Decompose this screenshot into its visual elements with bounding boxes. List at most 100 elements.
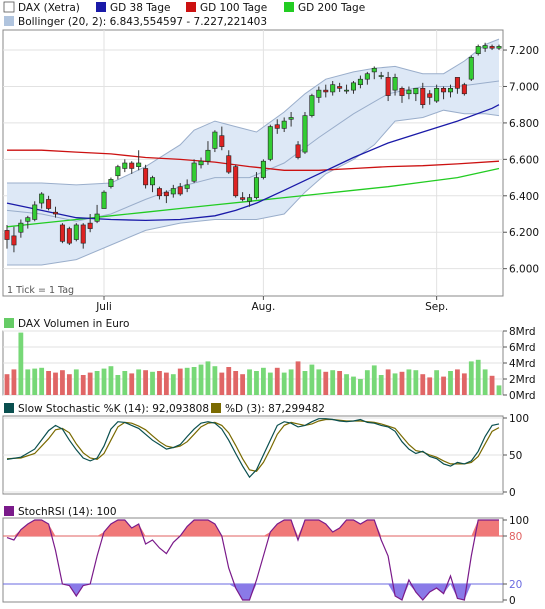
candle-body xyxy=(226,155,232,173)
volume-bar xyxy=(101,368,107,395)
candle-body xyxy=(46,199,52,209)
x-tick-label: Juli xyxy=(95,301,112,313)
candle-body xyxy=(219,135,225,147)
volume-bar xyxy=(46,371,51,395)
candle-body xyxy=(184,184,190,189)
volume-bar xyxy=(455,369,460,395)
volume-bar xyxy=(87,372,93,395)
candle-body xyxy=(247,197,253,202)
volume-bar xyxy=(4,374,10,395)
volume-bar xyxy=(371,365,377,395)
candle-body xyxy=(357,78,363,85)
candle-body xyxy=(475,46,481,54)
legend-label-stoch-k: Slow Stochastic %K (14): 92,093808 xyxy=(18,403,209,415)
candle-body xyxy=(260,160,266,178)
candle-body xyxy=(420,88,426,105)
x-tick-label: Aug. xyxy=(251,301,275,313)
legend-swatch-stoch-d xyxy=(211,403,221,413)
candle-body xyxy=(205,149,211,162)
y-tick-label: 0 xyxy=(509,595,516,607)
candle-body xyxy=(108,179,114,187)
volume-bar xyxy=(496,385,502,395)
candle-body xyxy=(129,162,135,169)
volume-bar xyxy=(94,371,100,395)
volume-bar xyxy=(80,375,86,395)
y-tick-label: 0 xyxy=(509,487,516,499)
stoch-k-line xyxy=(6,418,500,479)
oversold-fill xyxy=(7,584,499,600)
candle-body xyxy=(350,82,356,91)
candle-body xyxy=(39,193,45,204)
volume-bar xyxy=(129,373,135,395)
candle-body xyxy=(399,88,405,96)
y-tick-label: 6.600 xyxy=(509,154,539,166)
candle-body xyxy=(4,230,10,240)
volume-bar xyxy=(358,379,363,395)
candle-body xyxy=(337,86,343,89)
legend-swatch-ma200 xyxy=(284,2,294,12)
volume-bar xyxy=(212,366,218,395)
y-tick-label: 20 xyxy=(509,579,522,591)
y-tick-label: 4Mrd xyxy=(509,358,536,370)
legend-label-stochrsi: StochRSI (14): 100 xyxy=(18,506,117,518)
volume-bar xyxy=(205,361,211,395)
price-legend: DAX (Xetra) GD 38 Tage GD 100 Tage GD 20… xyxy=(3,1,365,28)
candle-body xyxy=(427,93,433,98)
candle-body xyxy=(101,191,107,209)
volume-bar xyxy=(170,374,176,395)
stochrsi-y-axis: 100 80 20 0 xyxy=(503,515,529,607)
volume-bar xyxy=(226,367,232,395)
candle-body xyxy=(233,166,239,197)
y-tick-label: 7.000 xyxy=(509,81,539,93)
candle-body xyxy=(18,222,24,233)
volume-bar xyxy=(406,369,412,395)
volume-bar xyxy=(184,367,190,395)
volume-bar xyxy=(420,374,426,395)
candle-body xyxy=(198,160,204,166)
stochastic-lines xyxy=(6,418,500,479)
volume-grid xyxy=(3,330,503,396)
volume-bar xyxy=(18,332,24,395)
x-tick-label: Sep. xyxy=(425,301,448,313)
price-y-axis: 6.000 6.200 6.400 6.600 6.800 7.000 7.200 xyxy=(503,45,539,276)
candle-body xyxy=(316,89,322,98)
legend-label-ma200: GD 200 Tage xyxy=(298,2,365,14)
legend-swatch-dax xyxy=(3,1,15,13)
legend-swatch-ma38 xyxy=(96,2,106,12)
volume-bar xyxy=(288,369,294,395)
legend-swatch-volume xyxy=(4,318,14,328)
candle-body xyxy=(441,88,447,93)
volume-bar xyxy=(219,372,225,395)
legend-label-dax: DAX (Xetra) xyxy=(18,2,80,14)
volume-bar xyxy=(60,370,65,395)
volume-bar xyxy=(136,369,142,395)
legend-label-volume: DAX Volumen in Euro xyxy=(18,318,129,330)
volume-bar xyxy=(66,374,72,395)
volume-bar xyxy=(198,364,204,395)
candle-body xyxy=(94,213,100,222)
candle-body xyxy=(413,88,419,95)
candle-body xyxy=(344,89,350,92)
volume-bar xyxy=(330,370,336,395)
candle-body xyxy=(32,204,38,220)
bollinger-upper-line xyxy=(7,38,500,186)
volume-y-axis: 8Mrd 6Mrd 4Mrd 2Mrd 0Mrd xyxy=(503,326,536,402)
candle-body xyxy=(136,162,142,167)
candle-body xyxy=(191,162,197,182)
stochrsi-line xyxy=(6,519,499,601)
candle-body xyxy=(267,126,273,160)
y-tick-label: 100 xyxy=(509,413,529,425)
volume-bar xyxy=(364,370,370,395)
volume-bar xyxy=(316,369,322,395)
volume-bar xyxy=(254,371,259,395)
volume-bar xyxy=(39,367,45,395)
volume-bar xyxy=(475,359,481,395)
stochrsi-line xyxy=(6,519,499,601)
volume-bar xyxy=(344,374,349,395)
volume-bar xyxy=(143,370,148,395)
tick-note: 1 Tick = 1 Tag xyxy=(7,285,74,296)
volume-bar xyxy=(489,375,495,395)
volume-bar xyxy=(32,368,38,395)
volume-bar xyxy=(163,372,169,395)
y-tick-label: 50 xyxy=(509,450,522,462)
